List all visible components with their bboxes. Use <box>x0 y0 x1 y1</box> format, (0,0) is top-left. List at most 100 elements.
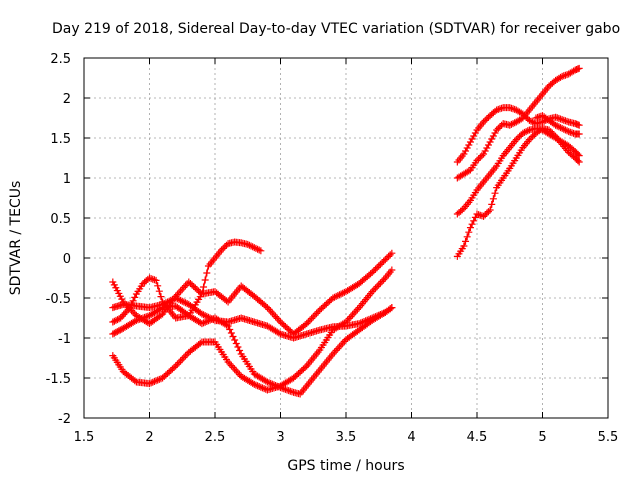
data-point-marker <box>154 282 162 290</box>
data-point-marker <box>460 150 468 158</box>
data-point-marker <box>496 105 504 113</box>
data-point-marker <box>219 244 227 252</box>
data-point-marker <box>263 378 271 386</box>
data-point-marker <box>112 328 120 336</box>
y-tick-label: -1.5 <box>46 372 71 387</box>
data-point-marker <box>311 311 319 319</box>
data-point-marker <box>290 374 298 382</box>
data-point-marker <box>491 189 499 197</box>
data-point-marker <box>275 329 283 337</box>
data-point-marker <box>481 211 489 219</box>
data-point-marker <box>388 304 396 312</box>
data-point-marker <box>367 270 375 278</box>
data-point-marker <box>191 284 199 292</box>
data-point-marker <box>201 318 209 326</box>
data-point-marker <box>190 283 198 290</box>
data-point-marker <box>463 144 471 152</box>
data-point-marker <box>146 380 153 388</box>
data-point-marker <box>293 371 301 379</box>
data-point-marker <box>335 291 343 299</box>
y-tick-label: -1 <box>58 332 71 347</box>
data-point-marker <box>265 379 273 387</box>
y-tick-label: 2.5 <box>50 52 71 67</box>
data-point-marker <box>529 118 537 126</box>
data-point-marker <box>221 243 229 251</box>
data-point-marker <box>281 323 289 330</box>
y-tick-label: 1 <box>63 172 71 187</box>
data-point-marker <box>376 279 384 287</box>
data-point-marker <box>376 260 384 268</box>
data-point-marker <box>519 129 527 137</box>
data-point-marker <box>218 246 226 254</box>
data-point-marker <box>522 128 530 136</box>
x-tick-label: 2 <box>145 430 153 445</box>
y-tick-label: 0.5 <box>50 212 71 227</box>
data-point-marker <box>286 327 294 335</box>
data-point-marker <box>525 116 533 124</box>
data-point-marker <box>186 280 194 287</box>
data-point-marker <box>196 339 204 347</box>
data-point-marker <box>322 300 330 308</box>
data-point-marker <box>109 318 117 326</box>
data-point-marker <box>560 72 568 80</box>
data-point-marker <box>127 307 135 314</box>
data-point-marker <box>304 318 312 326</box>
data-point-marker <box>481 116 489 124</box>
data-point-marker <box>262 377 270 385</box>
data-point-marker <box>231 336 239 344</box>
series-track-i <box>453 124 583 260</box>
data-point-marker <box>561 126 569 134</box>
data-point-marker <box>157 305 165 313</box>
data-point-marker <box>570 67 578 75</box>
data-point-marker <box>295 370 303 377</box>
data-point-marker <box>557 124 565 132</box>
data-point-marker <box>527 134 535 142</box>
data-point-marker <box>116 326 124 334</box>
data-point-marker <box>317 305 325 312</box>
data-point-marker <box>131 293 139 301</box>
data-point-marker <box>195 287 203 295</box>
data-point-marker <box>368 288 376 296</box>
x-tick-label: 3 <box>276 430 284 445</box>
data-point-marker <box>489 195 497 203</box>
data-point-marker <box>177 296 185 304</box>
data-point-marker <box>326 297 334 305</box>
data-point-marker <box>252 244 260 252</box>
data-point-marker <box>168 365 176 373</box>
data-point-marker <box>550 131 558 139</box>
data-point-marker <box>388 266 396 274</box>
data-point-marker <box>164 370 172 377</box>
data-point-marker <box>484 141 492 149</box>
data-point-marker <box>506 121 514 129</box>
data-point-marker <box>465 228 473 236</box>
data-point-marker <box>152 377 160 385</box>
data-point-marker <box>574 150 582 158</box>
data-point-marker <box>486 206 494 214</box>
data-point-marker <box>470 132 478 140</box>
data-point-marker <box>375 281 383 289</box>
data-point-marker <box>465 141 473 149</box>
data-point-marker <box>296 368 304 376</box>
data-point-marker <box>355 320 363 328</box>
data-point-marker <box>321 302 329 309</box>
data-point-marker <box>152 276 160 284</box>
data-point-marker <box>115 327 123 335</box>
data-point-marker <box>575 158 583 166</box>
data-point-marker <box>357 319 365 327</box>
data-point-marker <box>309 313 317 321</box>
data-point-marker <box>483 115 491 123</box>
data-point-marker <box>529 132 537 140</box>
data-point-marker <box>150 378 158 385</box>
data-point-marker <box>178 355 186 363</box>
data-point-marker <box>185 278 193 286</box>
data-point-marker <box>252 381 260 389</box>
data-point-marker <box>113 328 121 336</box>
data-point-marker <box>204 317 212 325</box>
data-point-marker <box>483 209 491 217</box>
y-tick-label: -0.5 <box>46 292 71 307</box>
x-tick-label: 5 <box>538 430 546 445</box>
data-point-marker <box>507 120 515 128</box>
data-point-marker <box>182 299 190 307</box>
data-point-marker <box>175 296 183 304</box>
